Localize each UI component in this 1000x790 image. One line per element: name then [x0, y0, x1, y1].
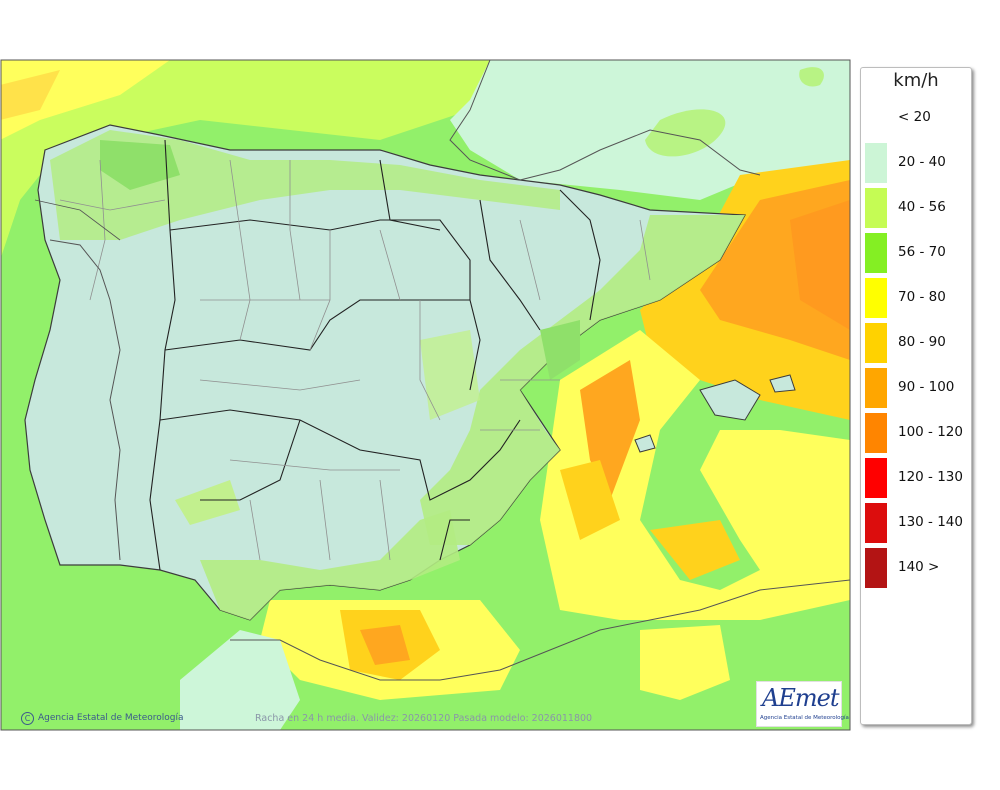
legend-swatch — [865, 143, 887, 183]
mallorca — [699, 379, 761, 421]
legend-label: 56 - 70 — [898, 244, 946, 260]
logo-text: AEmet — [762, 684, 839, 712]
ibiza — [634, 434, 656, 453]
legend-item: 90 - 100 — [861, 368, 971, 408]
south-coast-band — [200, 510, 460, 620]
legend-label: < 20 — [898, 109, 931, 125]
legend-swatch — [865, 233, 887, 273]
legend-item: 56 - 70 — [861, 233, 971, 273]
map-caption: Racha en 24 h media. Validez: 20260120 P… — [255, 713, 593, 724]
portugal-border — [49, 239, 121, 561]
legend-swatch — [865, 503, 887, 543]
legend-item: 100 - 120 — [861, 413, 971, 453]
legend-swatch — [865, 323, 887, 363]
legend-label: 120 - 130 — [898, 469, 963, 485]
legend-swatch — [865, 98, 887, 138]
legend: km/h < 20 20 - 40 40 - 56 56 - 70 70 - 80 80 … — [860, 67, 972, 725]
legend-item: 140 > — [861, 548, 971, 588]
legend-label: 100 - 120 — [898, 424, 963, 440]
legend-swatch — [865, 413, 887, 453]
menorca — [769, 374, 796, 393]
legend-swatch — [865, 368, 887, 408]
north-coast-band — [50, 130, 560, 240]
legend-label: 70 - 80 — [898, 289, 946, 305]
copyright-icon: C — [21, 712, 34, 725]
atlantic-zone — [1, 60, 490, 257]
legend-title: km/h — [893, 70, 939, 91]
legend-label: 80 - 90 — [898, 334, 946, 350]
legend-label: 20 - 40 — [898, 154, 946, 170]
legend-item: < 20 — [861, 98, 971, 138]
province-borders — [59, 159, 651, 561]
east-coast-band — [420, 215, 745, 545]
legend-label: 130 - 140 — [898, 514, 963, 530]
map-frame — [0, 59, 851, 731]
africa-land — [180, 630, 300, 730]
legend-label: 140 > — [898, 559, 940, 575]
legend-label: 90 - 100 — [898, 379, 955, 395]
legend-swatch — [865, 188, 887, 228]
legend-swatch — [865, 458, 887, 498]
africa-coast — [230, 579, 850, 681]
legend-item: 130 - 140 — [861, 503, 971, 543]
legend-item: 40 - 56 — [861, 188, 971, 228]
legend-swatch — [865, 548, 887, 588]
region-borders — [149, 139, 601, 571]
legend-item: 70 - 80 — [861, 278, 971, 318]
aemet-logo: AEmet Agencia Estatal de Meteorología — [756, 681, 849, 727]
legend-item: 20 - 40 — [861, 143, 971, 183]
legend-item: 120 - 130 — [861, 458, 971, 498]
legend-swatch — [865, 278, 887, 318]
legend-label: 40 - 56 — [898, 199, 946, 215]
france-coast — [519, 129, 761, 181]
agency-credit: Agencia Estatal de Meteorología — [38, 713, 184, 723]
logo-subtext: Agencia Estatal de Meteorología — [760, 715, 849, 721]
legend-item: 80 - 90 — [861, 323, 971, 363]
